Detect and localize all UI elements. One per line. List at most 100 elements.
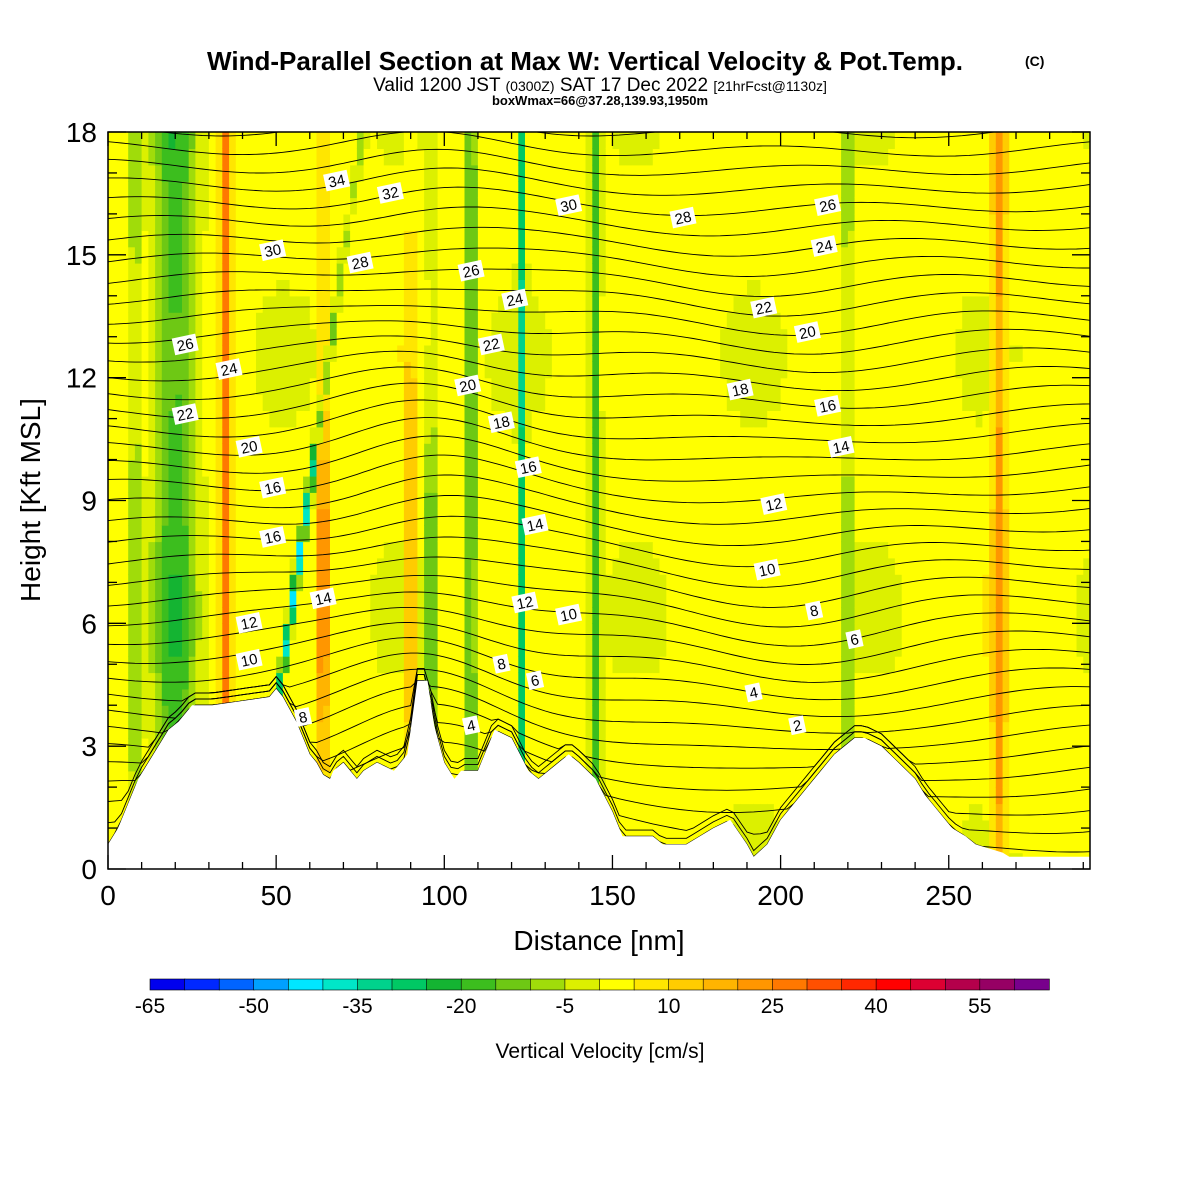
contour-label-text: 2 — [792, 717, 804, 735]
isentrope — [108, 574, 1090, 628]
isentrope — [108, 637, 1090, 701]
contour-label-text: 16 — [818, 397, 838, 417]
x-tick-label: 250 — [925, 880, 972, 911]
y-axis-label: Height [Kft MSL] — [15, 398, 46, 602]
contour-label: 20 — [235, 436, 263, 458]
x-tick-label: 100 — [421, 880, 468, 911]
copyright-mark: (C) — [1025, 53, 1044, 69]
contour-label-text: 24 — [219, 360, 239, 380]
contour-label: 4 — [461, 715, 481, 735]
contour-label: 12 — [511, 591, 539, 613]
contour-label: 30 — [259, 239, 287, 261]
contour-label: 14 — [521, 513, 549, 536]
contour-label: 20 — [454, 374, 482, 396]
colorbar-swatch — [668, 978, 705, 991]
isentrope — [108, 474, 1090, 525]
x-axis-label: Distance [nm] — [513, 925, 684, 956]
colorbar-swatch — [495, 978, 532, 991]
isentrope — [108, 132, 1090, 157]
chart-subtitle-2: boxWmax=66@37.28,139.93,1950m — [492, 93, 708, 108]
subtitle-forecast: [21hrFcst@1130z] — [713, 78, 827, 94]
colorbar-swatch — [806, 978, 843, 991]
colorbar-swatch — [633, 978, 670, 991]
contour-label-text: 30 — [263, 241, 283, 261]
contour-label: 24 — [810, 235, 838, 257]
chart-subtitle: Valid 1200 JST (0300Z) SAT 17 Dec 2022 [… — [373, 75, 827, 96]
contour-label: 34 — [323, 169, 351, 192]
colorbar-swatch — [564, 978, 601, 991]
subtitle-valid-time: Valid 1200 JST — [373, 75, 501, 96]
colorbar-tick-label: 10 — [657, 995, 680, 1018]
contour-label: 26 — [457, 259, 485, 282]
colorbar-swatch — [529, 978, 566, 991]
isentrope — [108, 186, 1090, 216]
contour-label: 24 — [501, 288, 529, 310]
contour-label: 16 — [814, 394, 842, 417]
isentrope — [108, 305, 1090, 336]
y-tick-label: 9 — [81, 486, 97, 517]
chart-title: Wind-Parallel Section at Max W: Vertical… — [207, 46, 963, 76]
isentrope — [108, 680, 1090, 751]
contour-label-text: 24 — [505, 290, 525, 310]
isentrope — [108, 268, 1090, 297]
contour-label: 30 — [555, 194, 583, 216]
contour-label-text: 12 — [515, 593, 535, 613]
contour-label-text: 16 — [519, 458, 539, 478]
colorbar-swatch — [979, 978, 1016, 991]
colorbar: -65 -50 -35 -20 -5 10 25 40 55 — [135, 978, 1050, 1018]
contour-label: 6 — [845, 629, 864, 649]
contour-label: 26 — [814, 194, 842, 216]
isentrope — [108, 606, 1090, 665]
contour-label-text: 14 — [525, 516, 545, 536]
contour-label: 6 — [525, 670, 545, 690]
colorbar-swatch — [944, 978, 981, 991]
y-tick-label: 12 — [66, 363, 97, 394]
contour-label-text: 20 — [239, 438, 259, 458]
colorbar-swatch — [149, 978, 186, 991]
contour-label: 14 — [827, 436, 855, 458]
contour-label-text: 6 — [849, 631, 861, 649]
colorbar-swatch — [841, 978, 877, 991]
isentrope — [108, 536, 1090, 588]
contour-label-text: 32 — [381, 184, 401, 204]
contour-label: 18 — [487, 411, 515, 433]
contour-label: 16 — [259, 526, 287, 548]
subtitle-utc-time: (0300Z) — [506, 78, 555, 94]
isentrope — [108, 435, 1090, 482]
isentrope — [108, 167, 1090, 196]
colorbar-swatch — [599, 978, 635, 991]
isentrope — [108, 366, 1090, 409]
isentrope — [108, 226, 1090, 257]
colorbar-swatch — [910, 978, 947, 991]
contour-label-text: 18 — [730, 380, 750, 400]
contour-label-text: 10 — [757, 561, 777, 581]
y-tick-label: 15 — [66, 240, 97, 271]
contour-label-text: 14 — [831, 438, 851, 458]
contour-label: 16 — [514, 456, 542, 478]
terrain — [108, 680, 1090, 869]
contour-label: 10 — [555, 603, 583, 626]
colorbar-tick-label: 25 — [761, 995, 784, 1018]
colorbar-swatch — [426, 978, 462, 991]
isentrope — [108, 335, 1090, 374]
colorbar-swatch — [702, 978, 739, 991]
contour-label-text: 26 — [818, 196, 838, 216]
contour-label-text: 6 — [529, 672, 541, 690]
contour-label: 14 — [309, 587, 337, 609]
contour-label: 28 — [346, 251, 374, 274]
contour-label: 12 — [235, 612, 263, 634]
contour-label-text: 8 — [297, 709, 309, 727]
colorbar-tick-label: -50 — [239, 995, 269, 1018]
colorbar-tick-label: -65 — [135, 995, 165, 1018]
y-tick-label: 3 — [81, 731, 97, 762]
colorbar-swatch — [875, 978, 912, 991]
y-tick-label: 0 — [81, 854, 97, 885]
contour-label-text: 24 — [814, 237, 834, 257]
contour-label: 26 — [171, 333, 199, 355]
terrain-mask — [108, 680, 1090, 869]
contour-label: 2 — [788, 715, 807, 735]
colorbar-swatch — [1014, 978, 1050, 991]
contour-label: 8 — [293, 707, 313, 727]
